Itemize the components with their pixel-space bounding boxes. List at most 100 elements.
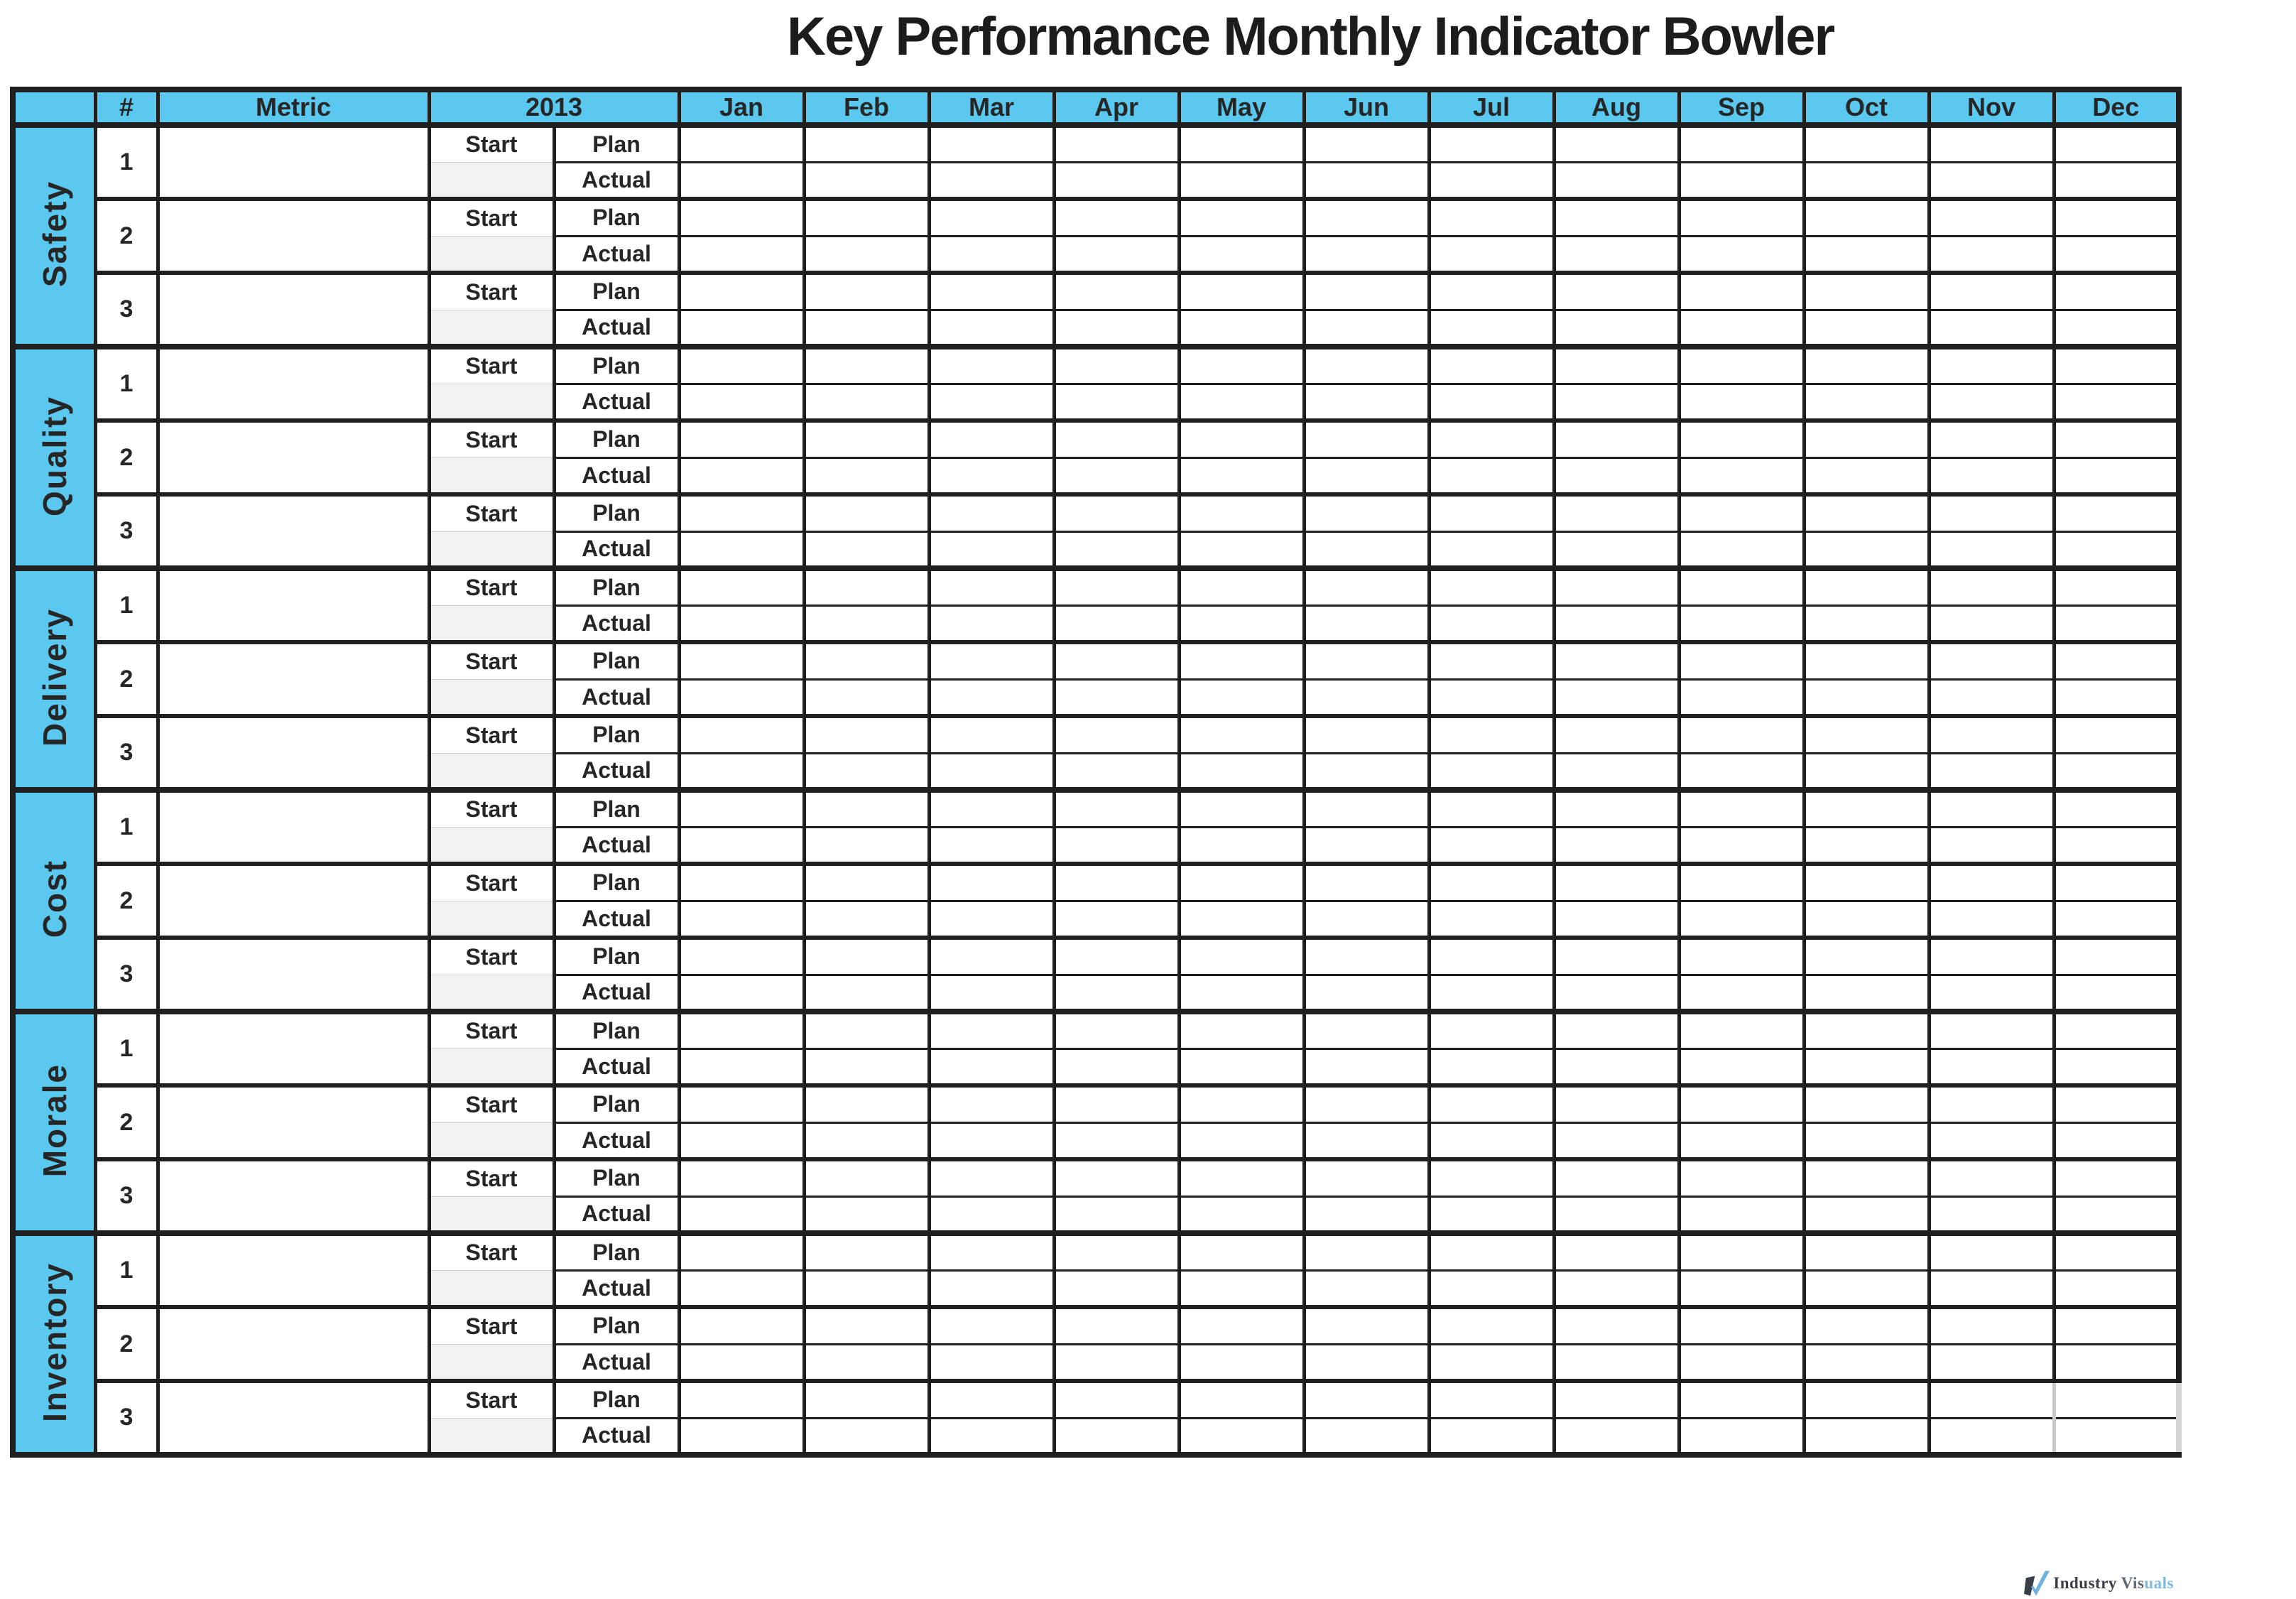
data-cell-morale-3-plan-apr[interactable] bbox=[1052, 1157, 1181, 1196]
data-cell-morale-2-plan-feb[interactable] bbox=[802, 1083, 931, 1122]
data-cell-inventory-3-actual-apr[interactable] bbox=[1052, 1416, 1181, 1458]
data-cell-safety-2-actual-jul[interactable] bbox=[1427, 234, 1556, 273]
data-cell-safety-1-actual-jun[interactable] bbox=[1302, 161, 1431, 199]
data-cell-safety-1-plan-may[interactable] bbox=[1177, 122, 1306, 162]
data-cell-inventory-3-plan-feb[interactable] bbox=[802, 1379, 931, 1418]
data-cell-safety-3-plan-mar[interactable] bbox=[927, 271, 1056, 310]
data-cell-morale-2-actual-nov[interactable] bbox=[1927, 1121, 2056, 1159]
data-cell-delivery-2-actual-jan[interactable] bbox=[677, 678, 806, 716]
data-cell-safety-1-plan-jan[interactable] bbox=[677, 122, 806, 162]
start-value-cell[interactable] bbox=[427, 1196, 556, 1233]
start-value-cell[interactable] bbox=[427, 1269, 556, 1307]
data-cell-cost-3-plan-mar[interactable] bbox=[927, 936, 1056, 975]
data-cell-delivery-2-plan-feb[interactable] bbox=[802, 640, 931, 679]
data-cell-safety-1-plan-jul[interactable] bbox=[1427, 122, 1556, 162]
data-cell-safety-3-actual-sep[interactable] bbox=[1677, 308, 1806, 347]
data-cell-safety-2-plan-dec[interactable] bbox=[2052, 197, 2182, 236]
data-cell-morale-3-plan-jan[interactable] bbox=[677, 1157, 806, 1196]
data-cell-cost-1-actual-may[interactable] bbox=[1177, 825, 1306, 864]
data-cell-morale-2-actual-jul[interactable] bbox=[1427, 1121, 1556, 1159]
data-cell-cost-2-plan-nov[interactable] bbox=[1927, 862, 2056, 901]
data-cell-inventory-2-actual-jan[interactable] bbox=[677, 1343, 806, 1381]
metric-name-cell[interactable] bbox=[156, 1230, 431, 1307]
data-cell-inventory-3-actual-may[interactable] bbox=[1177, 1416, 1306, 1458]
data-cell-inventory-1-actual-aug[interactable] bbox=[1552, 1269, 1681, 1307]
data-cell-quality-2-actual-sep[interactable] bbox=[1677, 456, 1806, 494]
data-cell-cost-1-plan-jul[interactable] bbox=[1427, 787, 1556, 827]
data-cell-delivery-1-actual-jan[interactable] bbox=[677, 604, 806, 642]
data-cell-delivery-1-actual-jul[interactable] bbox=[1427, 604, 1556, 642]
data-cell-morale-1-plan-sep[interactable] bbox=[1677, 1009, 1806, 1048]
data-cell-quality-1-actual-may[interactable] bbox=[1177, 382, 1306, 421]
data-cell-inventory-2-plan-may[interactable] bbox=[1177, 1305, 1306, 1344]
data-cell-quality-1-actual-dec[interactable] bbox=[2052, 382, 2182, 421]
data-cell-morale-2-plan-mar[interactable] bbox=[927, 1083, 1056, 1122]
data-cell-delivery-2-actual-nov[interactable] bbox=[1927, 678, 2056, 716]
data-cell-safety-3-plan-apr[interactable] bbox=[1052, 271, 1181, 310]
data-cell-morale-3-actual-feb[interactable] bbox=[802, 1195, 931, 1233]
data-cell-cost-1-plan-apr[interactable] bbox=[1052, 787, 1181, 827]
data-cell-cost-2-plan-apr[interactable] bbox=[1052, 862, 1181, 901]
metric-name-cell[interactable] bbox=[156, 344, 431, 421]
data-cell-safety-1-plan-jun[interactable] bbox=[1302, 122, 1431, 162]
data-cell-cost-1-actual-mar[interactable] bbox=[927, 825, 1056, 864]
data-cell-quality-2-actual-dec[interactable] bbox=[2052, 456, 2182, 494]
data-cell-safety-3-plan-jan[interactable] bbox=[677, 271, 806, 310]
start-value-cell[interactable] bbox=[427, 383, 556, 421]
data-cell-cost-3-actual-oct[interactable] bbox=[1802, 973, 1931, 1012]
metric-name-cell[interactable] bbox=[156, 1157, 431, 1233]
data-cell-inventory-3-plan-oct[interactable] bbox=[1802, 1379, 1931, 1418]
data-cell-quality-1-plan-jun[interactable] bbox=[1302, 344, 1431, 384]
data-cell-inventory-2-actual-aug[interactable] bbox=[1552, 1343, 1681, 1381]
data-cell-morale-2-plan-sep[interactable] bbox=[1677, 1083, 1806, 1122]
data-cell-safety-3-actual-may[interactable] bbox=[1177, 308, 1306, 347]
data-cell-morale-3-plan-jun[interactable] bbox=[1302, 1157, 1431, 1196]
data-cell-morale-3-actual-apr[interactable] bbox=[1052, 1195, 1181, 1233]
data-cell-safety-3-actual-jun[interactable] bbox=[1302, 308, 1431, 347]
data-cell-safety-3-plan-jul[interactable] bbox=[1427, 271, 1556, 310]
data-cell-morale-3-plan-oct[interactable] bbox=[1802, 1157, 1931, 1196]
data-cell-morale-1-plan-may[interactable] bbox=[1177, 1009, 1306, 1048]
data-cell-cost-3-plan-jun[interactable] bbox=[1302, 936, 1431, 975]
data-cell-inventory-2-plan-mar[interactable] bbox=[927, 1305, 1056, 1344]
data-cell-quality-2-plan-jul[interactable] bbox=[1427, 418, 1556, 457]
data-cell-quality-2-plan-aug[interactable] bbox=[1552, 418, 1681, 457]
metric-name-cell[interactable] bbox=[156, 418, 431, 494]
data-cell-delivery-3-plan-nov[interactable] bbox=[1927, 714, 2056, 753]
start-value-cell[interactable] bbox=[427, 1417, 556, 1458]
start-value-cell[interactable] bbox=[427, 457, 556, 494]
metric-name-cell[interactable] bbox=[156, 1083, 431, 1159]
data-cell-morale-3-plan-may[interactable] bbox=[1177, 1157, 1306, 1196]
data-cell-inventory-1-plan-jun[interactable] bbox=[1302, 1230, 1431, 1270]
data-cell-inventory-3-actual-jan[interactable] bbox=[677, 1416, 806, 1458]
data-cell-safety-2-plan-apr[interactable] bbox=[1052, 197, 1181, 236]
data-cell-inventory-2-actual-oct[interactable] bbox=[1802, 1343, 1931, 1381]
data-cell-morale-1-actual-feb[interactable] bbox=[802, 1047, 931, 1085]
data-cell-cost-2-plan-dec[interactable] bbox=[2052, 862, 2182, 901]
data-cell-cost-2-actual-sep[interactable] bbox=[1677, 899, 1806, 938]
data-cell-cost-2-plan-mar[interactable] bbox=[927, 862, 1056, 901]
data-cell-quality-3-actual-nov[interactable] bbox=[1927, 530, 2056, 568]
data-cell-morale-1-plan-jan[interactable] bbox=[677, 1009, 806, 1048]
data-cell-morale-3-plan-aug[interactable] bbox=[1552, 1157, 1681, 1196]
data-cell-quality-1-plan-mar[interactable] bbox=[927, 344, 1056, 384]
data-cell-morale-2-actual-jan[interactable] bbox=[677, 1121, 806, 1159]
data-cell-delivery-2-plan-may[interactable] bbox=[1177, 640, 1306, 679]
data-cell-safety-3-actual-feb[interactable] bbox=[802, 308, 931, 347]
data-cell-quality-2-plan-jun[interactable] bbox=[1302, 418, 1431, 457]
data-cell-cost-2-actual-jan[interactable] bbox=[677, 899, 806, 938]
data-cell-inventory-1-actual-jan[interactable] bbox=[677, 1269, 806, 1307]
data-cell-delivery-3-plan-oct[interactable] bbox=[1802, 714, 1931, 753]
data-cell-morale-1-actual-oct[interactable] bbox=[1802, 1047, 1931, 1085]
data-cell-morale-3-actual-mar[interactable] bbox=[927, 1195, 1056, 1233]
data-cell-safety-3-plan-nov[interactable] bbox=[1927, 271, 2056, 310]
data-cell-cost-2-plan-aug[interactable] bbox=[1552, 862, 1681, 901]
data-cell-morale-2-actual-apr[interactable] bbox=[1052, 1121, 1181, 1159]
start-value-cell[interactable] bbox=[427, 161, 556, 199]
metric-name-cell[interactable] bbox=[156, 122, 431, 199]
data-cell-quality-1-plan-sep[interactable] bbox=[1677, 344, 1806, 384]
data-cell-quality-2-actual-jul[interactable] bbox=[1427, 456, 1556, 494]
data-cell-quality-3-plan-dec[interactable] bbox=[2052, 492, 2182, 531]
data-cell-delivery-1-plan-dec[interactable] bbox=[2052, 565, 2182, 605]
data-cell-safety-3-actual-apr[interactable] bbox=[1052, 308, 1181, 347]
